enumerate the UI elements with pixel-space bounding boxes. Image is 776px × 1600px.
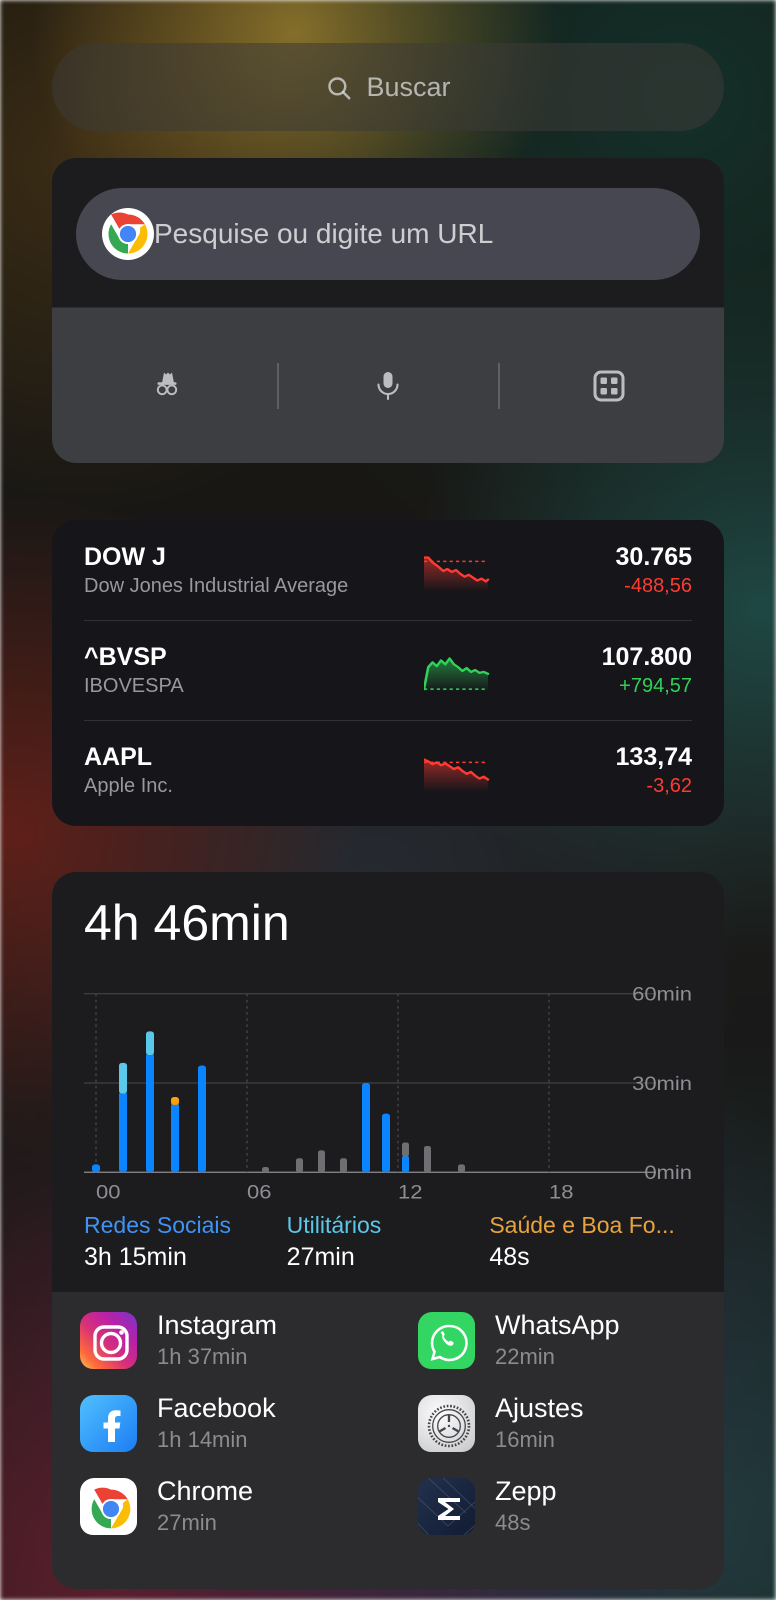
svg-text:18: 18	[549, 1182, 573, 1203]
svg-text:30min: 30min	[632, 1073, 692, 1094]
svg-text:06: 06	[247, 1182, 271, 1203]
svg-text:0min: 0min	[644, 1162, 692, 1183]
svg-text:00: 00	[96, 1182, 120, 1203]
svg-text:60min: 60min	[632, 984, 692, 1005]
svg-text:12: 12	[398, 1182, 422, 1203]
